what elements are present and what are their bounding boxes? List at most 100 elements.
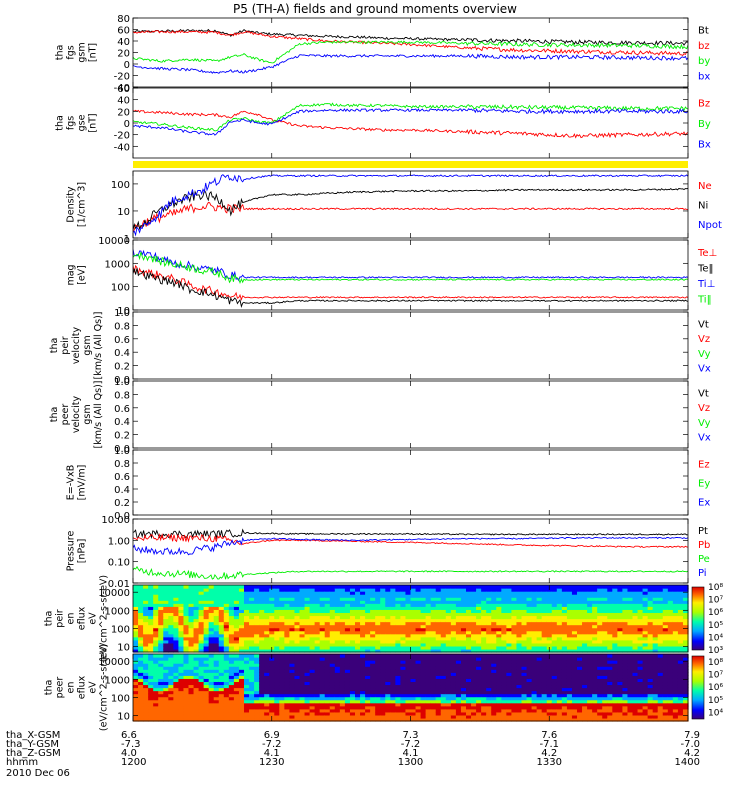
peer_spectrogram-cell: [198, 708, 205, 713]
peer_spectrogram-cell: [526, 657, 533, 661]
peir_spectrogram-cell: [511, 615, 518, 620]
peer_spectrogram-cell: [375, 690, 381, 695]
peer_spectrogram-cell: [541, 660, 548, 664]
peir_spectrogram-cell: [612, 597, 618, 601]
peir_spectrogram-cell: [233, 648, 240, 653]
peer_spectrogram-cell: [319, 678, 326, 683]
peir_spectrogram-cell: [486, 639, 492, 644]
peir_spectrogram-cell: [344, 624, 351, 629]
peer_spectrogram-cell: [264, 666, 270, 670]
peer_spectrogram-cell: [213, 669, 220, 673]
peir_spectrogram-cell: [597, 588, 603, 592]
peer_spectrogram-cell: [188, 699, 195, 704]
peir_spectrogram-cell: [496, 612, 502, 617]
peer_spectrogram-cell: [319, 714, 326, 719]
peir_spectrogram-cell: [158, 609, 164, 614]
peer_spectrogram-cell: [314, 705, 321, 710]
peer_spectrogram-cell: [334, 693, 341, 698]
peir_spectrogram-cell: [349, 618, 356, 623]
peir_spectrogram-cell: [153, 591, 159, 595]
peer_spectrogram-cell: [173, 705, 180, 710]
peir_spectrogram-cell: [455, 585, 462, 589]
peir_spectrogram-cell: [213, 609, 220, 614]
peer_spectrogram-cell: [582, 717, 588, 722]
peir_spectrogram-cell: [425, 609, 432, 614]
peir_spectrogram-cell: [677, 642, 684, 647]
peer_spectrogram-cell: [602, 663, 608, 667]
peer_spectrogram-cell: [536, 705, 543, 710]
peer_spectrogram-cell: [254, 702, 260, 707]
peir_spectrogram-cell: [264, 585, 270, 589]
peir_spectrogram-cell: [571, 639, 578, 644]
peer_spectrogram-cell: [481, 702, 487, 707]
peer_spectrogram-cell: [143, 705, 149, 710]
peir_spectrogram-cell: [440, 585, 447, 589]
peir_spectrogram-cell: [289, 612, 296, 617]
peer_spectrogram-cell: [531, 717, 538, 722]
peer_spectrogram-cell: [375, 660, 381, 664]
peer_spectrogram-cell: [355, 654, 361, 658]
peir_spectrogram-cell: [637, 642, 644, 647]
peer_spectrogram-cell: [148, 666, 154, 670]
peir_spectrogram-cell: [410, 603, 417, 607]
peer_spectrogram-cell: [259, 711, 265, 716]
peir_spectrogram-cell: [440, 612, 447, 617]
peer_spectrogram-cell: [531, 690, 538, 695]
series-line-fgs_gsm-Bt: [133, 28, 688, 46]
peir_spectrogram-cell: [536, 618, 543, 623]
peir_spectrogram-cell: [269, 600, 275, 604]
peer_spectrogram-cell: [491, 657, 497, 661]
peir_spectrogram-cell: [602, 618, 608, 623]
peir_spectrogram-cell: [400, 615, 407, 620]
peer_spectrogram-cell: [299, 687, 306, 692]
peer_spectrogram-cell: [158, 705, 164, 710]
peir_spectrogram-cell: [218, 636, 225, 641]
peer_spectrogram-cell: [365, 669, 371, 673]
peir_spectrogram-cell: [652, 609, 659, 614]
peer_spectrogram-cell: [455, 690, 462, 695]
peer_spectrogram-cell: [360, 663, 366, 667]
peir_spectrogram-cell: [491, 606, 497, 610]
peir_spectrogram-cell: [365, 615, 371, 620]
peir_spectrogram-cell: [314, 612, 321, 617]
peer_spectrogram-cell: [592, 687, 598, 692]
peir_spectrogram-cell: [370, 618, 376, 623]
peer_spectrogram-cell: [228, 717, 235, 722]
peer_spectrogram-cell: [228, 660, 235, 664]
peer_spectrogram-cell: [592, 693, 598, 698]
efield-ytick-label: 0.0: [114, 511, 130, 522]
peer_spectrogram-cell: [208, 660, 215, 664]
peir_spectrogram-cell: [365, 585, 371, 589]
peir_spectrogram-cell: [642, 600, 649, 604]
peer_spectrogram-cell: [637, 717, 644, 722]
peir_spectrogram-cell: [254, 606, 260, 610]
peir_spectrogram-cell: [551, 597, 558, 601]
peir_spectrogram-cell: [158, 648, 164, 653]
peir_spectrogram-cell: [400, 585, 407, 589]
peir_spectrogram-cell: [506, 633, 513, 638]
peir_spectrogram-cell: [496, 630, 502, 635]
peir_spectrogram-cell: [627, 612, 634, 617]
peir_spectrogram-cell: [208, 585, 215, 589]
peir_spectrogram-cell: [294, 636, 301, 641]
peer_spectrogram-cell: [390, 678, 396, 683]
peer_spectrogram-cell: [269, 666, 275, 670]
peer_spectrogram-cell: [203, 711, 210, 716]
peer_spectrogram-cell: [188, 660, 195, 664]
peer_spectrogram-cell: [319, 711, 326, 716]
peir_spectrogram-cell: [531, 597, 538, 601]
peir_spectrogram-cell: [607, 600, 613, 604]
peir_spectrogram-cell: [516, 642, 523, 647]
peir_spectrogram-cell: [652, 612, 659, 617]
peer_spectrogram-cell: [521, 705, 528, 710]
peir_spectrogram-cell: [380, 585, 386, 589]
peer_spectrogram-cell: [183, 678, 190, 683]
fgs_gsm-ytick-label: -20: [114, 72, 130, 83]
peir_spectrogram-cell: [264, 633, 270, 638]
peir_spectrogram-cell: [682, 642, 689, 647]
peer_spectrogram-cell: [173, 663, 180, 667]
peer_spectrogram-cell: [435, 702, 442, 707]
peir_spectrogram-cell: [602, 585, 608, 589]
peir_spectrogram-cell: [496, 594, 502, 598]
peer_spectrogram-cell: [208, 708, 215, 713]
